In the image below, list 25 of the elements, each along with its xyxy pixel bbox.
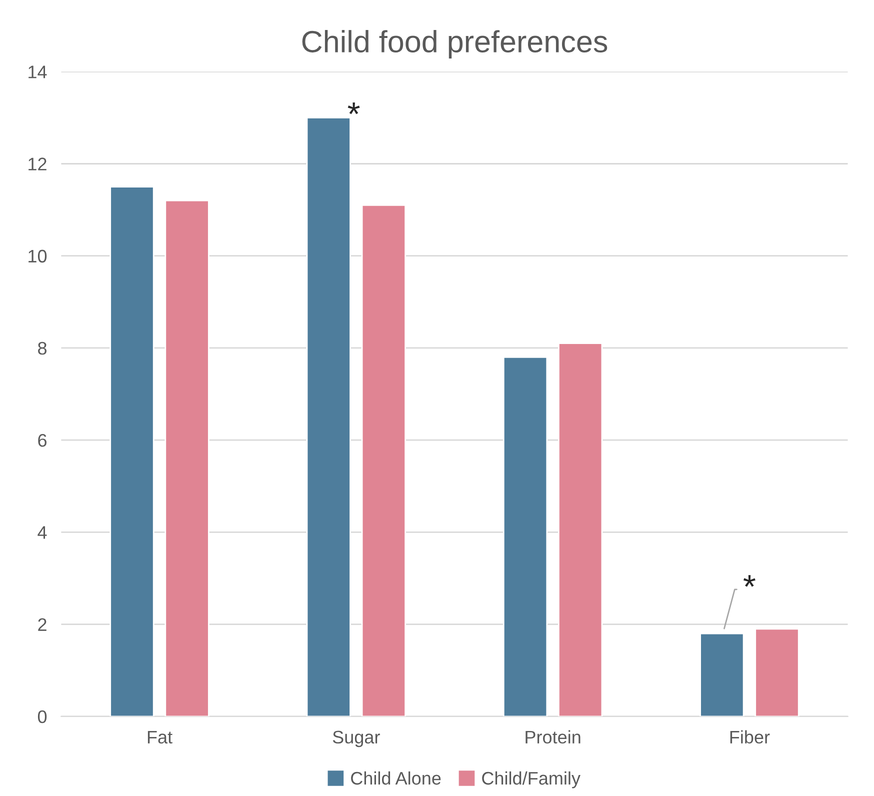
bar (306, 117, 351, 716)
y-tick-label: 4 (38, 526, 47, 539)
bar (700, 632, 744, 716)
annotation: * (348, 102, 360, 114)
annotation: * (744, 575, 756, 587)
x-tick-label: Protein (526, 730, 580, 744)
y-tick-label: 6 (38, 434, 46, 447)
legend-label: Child Alone (351, 771, 441, 785)
bar (110, 186, 154, 716)
y-tick-label: 0 (38, 710, 47, 724)
bar (164, 200, 210, 716)
y-tick-label: 2 (38, 618, 46, 631)
bar (361, 204, 406, 716)
legend-label: Child/Family (482, 771, 580, 788)
chart-title: Child food preferences (302, 30, 608, 59)
y-tick-label: 12 (28, 158, 46, 170)
bar (502, 356, 548, 716)
bar (558, 342, 603, 716)
bar (754, 628, 800, 716)
y-tick-label: 10 (28, 250, 47, 263)
x-tick-label: Sugar (332, 730, 380, 748)
y-tick-label: 8 (38, 342, 47, 355)
x-tick-label: Fiber (730, 730, 770, 744)
y-tick-label: 14 (28, 66, 47, 78)
x-tick-label: Fat (148, 730, 172, 744)
